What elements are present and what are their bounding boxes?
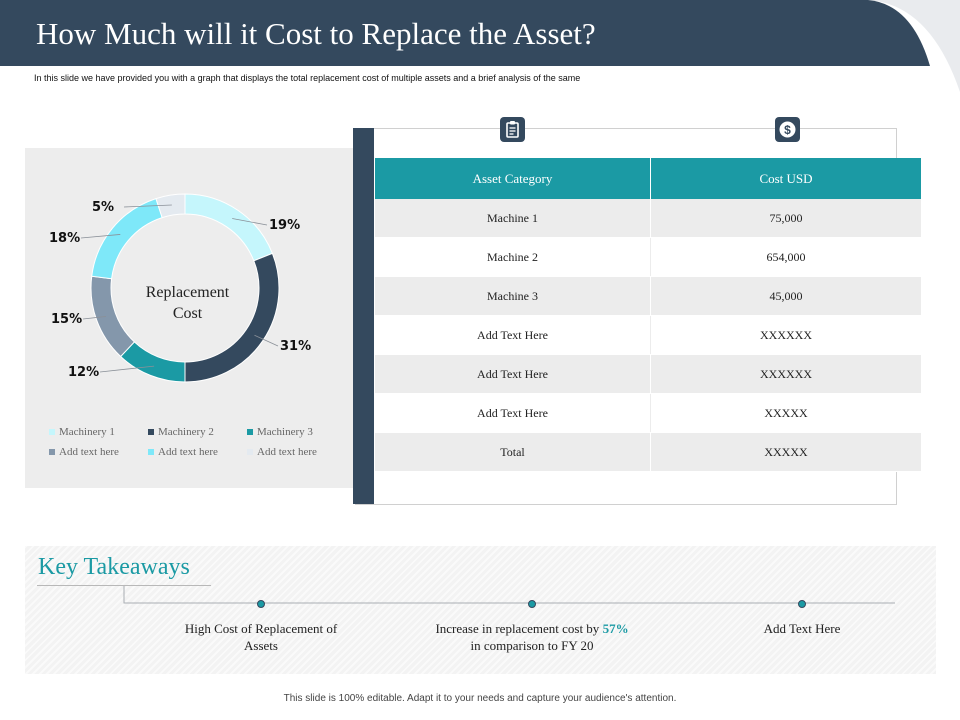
legend-item: Add text here	[148, 446, 247, 458]
takeaway-item: High Cost of Replacement of Assets	[184, 621, 338, 653]
takeaway-item: Increase in replacement cost by 57% in c…	[434, 620, 630, 654]
donut-slice	[119, 341, 186, 383]
legend-label: Add text here	[59, 446, 119, 458]
donut-center-label: Replacement Cost	[125, 282, 250, 324]
cost-cell: 654,000	[650, 237, 921, 277]
slice-label: 15%	[51, 312, 82, 327]
donut-slice	[184, 193, 274, 262]
slice-label: 31%	[280, 339, 311, 354]
asset-cell: Add Text Here	[375, 315, 651, 355]
legend-label: Add text here	[257, 446, 317, 458]
leader-line	[123, 204, 172, 208]
asset-cell: Machine 2	[375, 237, 651, 277]
asset-cell: Machine 1	[375, 199, 651, 238]
chart-panel: 19% 31% 12% 15% 18% 5% Replacement Cost Machi…	[25, 148, 355, 488]
table-row: Machine 2 654,000	[375, 237, 921, 277]
page-subtitle: In this slide we have provided you with …	[34, 73, 581, 83]
dollar-icon: $	[775, 117, 800, 142]
table-row: Machine 3 45,000	[375, 276, 921, 316]
leader-line	[80, 234, 121, 239]
legend-label: Machinery 1	[59, 426, 115, 438]
clipboard-icon	[500, 117, 525, 142]
asset-cell: Machine 3	[375, 276, 651, 316]
legend-label: Machinery 3	[257, 426, 313, 438]
legend-swatch	[247, 429, 253, 435]
legend-label: Machinery 2	[158, 426, 214, 438]
takeaway-text: in comparison to FY 20	[470, 638, 594, 653]
svg-text:$: $	[784, 123, 791, 137]
title-underline	[37, 585, 211, 586]
header-asset-category: Asset Category	[375, 158, 651, 199]
leader-line	[82, 316, 107, 320]
takeaway-highlight: 57%	[602, 621, 629, 636]
cost-cell: XXXXXX	[650, 354, 921, 394]
asset-cell: Add Text Here	[375, 393, 651, 433]
cost-cell: XXXXX	[650, 393, 921, 433]
legend-label: Add text here	[158, 446, 218, 458]
table-header-row: Asset Category Cost USD	[375, 158, 921, 199]
legend-item: Machinery 1	[49, 426, 148, 438]
slice-label: 18%	[49, 231, 80, 246]
slice-label: 5%	[92, 200, 114, 215]
legend-item: Machinery 3	[247, 426, 346, 438]
leader-line	[232, 218, 268, 226]
footer-note: This slide is 100% editable. Adapt it to…	[283, 693, 677, 704]
legend-swatch	[148, 449, 154, 455]
takeaway-text: Increase in replacement cost by	[435, 621, 600, 636]
cost-cell: XXXXXX	[650, 315, 921, 355]
legend-swatch	[148, 429, 154, 435]
table-row: Add Text Here XXXXXX	[375, 354, 921, 394]
legend-swatch	[247, 449, 253, 455]
timeline-dot	[798, 600, 806, 608]
takeaway-item: Add Text Here	[763, 621, 841, 636]
takeaways-timeline	[123, 586, 895, 608]
donut-center-line-2: Cost	[172, 305, 203, 322]
leader-line	[254, 334, 279, 347]
timeline-dot	[528, 600, 536, 608]
cost-cell: 45,000	[650, 276, 921, 316]
table-row: Add Text Here XXXXX	[375, 393, 921, 433]
donut-chart: 19% 31% 12% 15% 18% 5%	[49, 193, 311, 383]
total-cost-cell: XXXXX	[650, 432, 921, 472]
legend-swatch	[49, 429, 55, 435]
total-label-cell: Total	[375, 432, 651, 472]
key-takeaways-title: Key Takeaways	[38, 554, 190, 580]
page-title: How Much will it Cost to Replace the Ass…	[36, 16, 596, 51]
header-banner	[0, 0, 960, 92]
legend-item: Add text here	[247, 446, 346, 458]
asset-cell: Add Text Here	[375, 354, 651, 394]
legend-item: Machinery 2	[148, 426, 247, 438]
table-row: Machine 1 75,000	[375, 199, 921, 238]
legend-swatch	[49, 449, 55, 455]
table-total-row: Total XXXXX	[375, 432, 921, 472]
donut-center-line-1: Replacement	[145, 284, 230, 301]
cost-table: Asset Category Cost USD Machine 1 75,000…	[375, 158, 921, 472]
slice-label: 12%	[68, 365, 99, 380]
timeline-dot	[257, 600, 265, 608]
table-accent-bar	[353, 128, 374, 504]
key-takeaways-panel: Key Takeaways High Cost of Replacement o…	[25, 546, 936, 674]
chart-legend: Machinery 1 Machinery 2 Machinery 3 Add …	[49, 426, 349, 458]
leader-line	[99, 365, 155, 373]
cost-cell: 75,000	[650, 199, 921, 238]
legend-item: Add text here	[49, 446, 148, 458]
table-row: Add Text Here XXXXXX	[375, 315, 921, 355]
slice-label: 19%	[269, 218, 300, 233]
donut-slice	[155, 193, 186, 219]
header-cost-usd: Cost USD	[650, 158, 921, 199]
